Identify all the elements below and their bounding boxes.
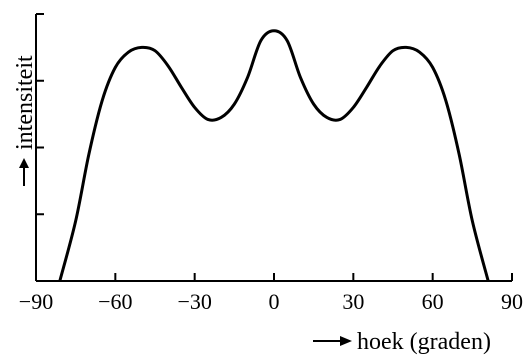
x-tick-label: 30: [342, 289, 364, 314]
x-tick-label: −30: [177, 289, 211, 314]
x-tick-label: −60: [98, 289, 132, 314]
y-axis-label: intensiteit: [12, 55, 38, 150]
x-axis-label-group: hoek (graden): [313, 329, 491, 355]
x-tick-labels: −90 −60 −30 0 30 60 90: [19, 289, 523, 314]
x-tick-label: 90: [501, 289, 523, 314]
y-ticks: [36, 13, 44, 216]
intensity-curve: [58, 29, 490, 282]
y-axis-arrow-head: [19, 158, 29, 168]
x-tick-label: 0: [269, 289, 280, 314]
y-axis-label-group: intensiteit: [12, 55, 38, 186]
x-axis-label: hoek (graden): [357, 329, 491, 355]
x-tick-label: 60: [422, 289, 444, 314]
x-ticks: [35, 273, 513, 281]
x-tick-label: −90: [19, 289, 53, 314]
x-axis-arrow-head: [340, 336, 352, 346]
